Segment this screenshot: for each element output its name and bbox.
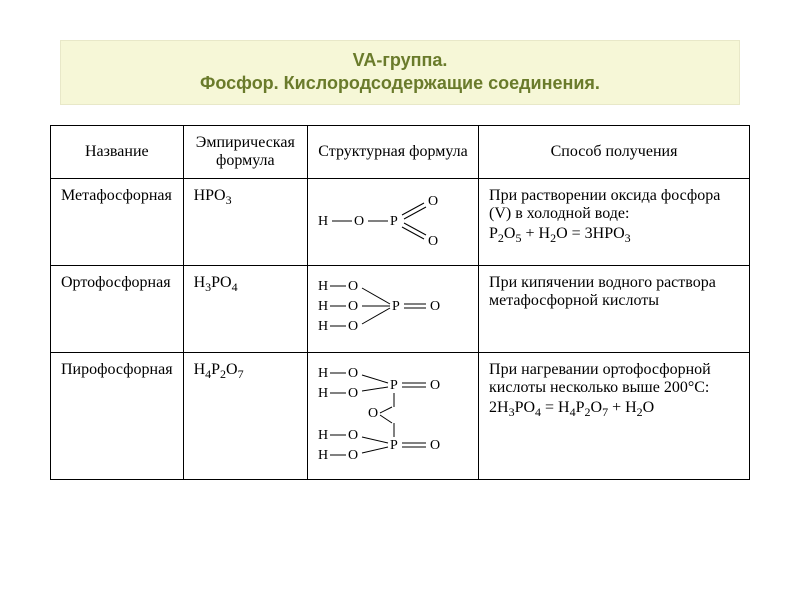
- method-equation: P2O5 + H2O = 3HPO3: [489, 225, 739, 246]
- col-header-emp: Эмпирическая формула: [183, 125, 307, 178]
- method-text: При растворении оксида фосфора (V) в хол…: [489, 187, 739, 223]
- svg-text:O: O: [368, 406, 378, 421]
- svg-text:H: H: [318, 279, 328, 294]
- svg-text:O: O: [354, 214, 364, 229]
- svg-text:H: H: [318, 448, 328, 463]
- cell-emp: H4P2O7: [183, 352, 307, 479]
- cell-emp: H3PO4: [183, 265, 307, 352]
- svg-text:P: P: [392, 299, 400, 314]
- method-text: При кипячении водного раствора метафосфо…: [489, 274, 739, 310]
- svg-text:O: O: [430, 438, 440, 453]
- title-line2: Фосфор. Кислородсодержащие соединения.: [71, 72, 729, 95]
- svg-text:P: P: [390, 214, 398, 229]
- svg-text:H: H: [318, 319, 328, 334]
- cell-struct: H O P O O: [308, 178, 479, 265]
- method-equation: 2H3PO4 = H4P2O7 + H2O: [489, 399, 739, 420]
- svg-text:O: O: [348, 299, 358, 314]
- emp-formula: HPO3: [194, 187, 232, 204]
- svg-text:O: O: [348, 366, 358, 381]
- svg-text:O: O: [348, 428, 358, 443]
- cell-method: При кипячении водного раствора метафосфо…: [479, 265, 750, 352]
- emp-formula: H3PO4: [194, 274, 238, 291]
- struct-diagram-metaphosphoric: H O P O O: [318, 187, 458, 257]
- page: VA-группа. Фосфор. Кислородсодержащие со…: [0, 0, 800, 600]
- table-row: Пирофосфорная H4P2O7 H O H O: [51, 352, 750, 479]
- title-box: VA-группа. Фосфор. Кислородсодержащие со…: [60, 40, 740, 105]
- cell-name: Пирофосфорная: [51, 352, 184, 479]
- svg-text:O: O: [348, 448, 358, 463]
- svg-text:O: O: [348, 319, 358, 334]
- svg-text:O: O: [348, 386, 358, 401]
- svg-text:P: P: [390, 438, 398, 453]
- cell-method: При нагревании ортофосфорной кислоты нес…: [479, 352, 750, 479]
- svg-text:H: H: [318, 299, 328, 314]
- col-header-method: Способ получения: [479, 125, 750, 178]
- svg-text:H: H: [318, 366, 328, 381]
- struct-diagram-orthophosphoric: H O H O H O: [318, 274, 468, 344]
- cell-name: Метафосфорная: [51, 178, 184, 265]
- table-row: Метафосфорная HPO3 H O P O: [51, 178, 750, 265]
- cell-method: При растворении оксида фосфора (V) в хол…: [479, 178, 750, 265]
- cell-struct: H O H O P O: [308, 352, 479, 479]
- cell-emp: HPO3: [183, 178, 307, 265]
- struct-diagram-pyrophosphoric: H O H O P O: [318, 361, 468, 471]
- svg-text:P: P: [390, 378, 398, 393]
- col-header-name: Название: [51, 125, 184, 178]
- table-header-row: Название Эмпирическая формула Структурна…: [51, 125, 750, 178]
- col-header-struct: Структурная формула: [308, 125, 479, 178]
- svg-text:H: H: [318, 214, 328, 229]
- method-text: При нагревании ортофосфорной кислоты нес…: [489, 361, 739, 397]
- svg-text:H: H: [318, 386, 328, 401]
- svg-text:O: O: [428, 194, 438, 209]
- table-row: Ортофосфорная H3PO4 H O H O H: [51, 265, 750, 352]
- svg-text:O: O: [430, 378, 440, 393]
- title-line1: VA-группа.: [71, 49, 729, 72]
- svg-text:O: O: [428, 234, 438, 249]
- emp-formula: H4P2O7: [194, 361, 244, 378]
- svg-text:O: O: [348, 279, 358, 294]
- svg-text:H: H: [318, 428, 328, 443]
- svg-text:O: O: [430, 299, 440, 314]
- cell-struct: H O H O H O: [308, 265, 479, 352]
- compound-table: Название Эмпирическая формула Структурна…: [50, 125, 750, 480]
- cell-name: Ортофосфорная: [51, 265, 184, 352]
